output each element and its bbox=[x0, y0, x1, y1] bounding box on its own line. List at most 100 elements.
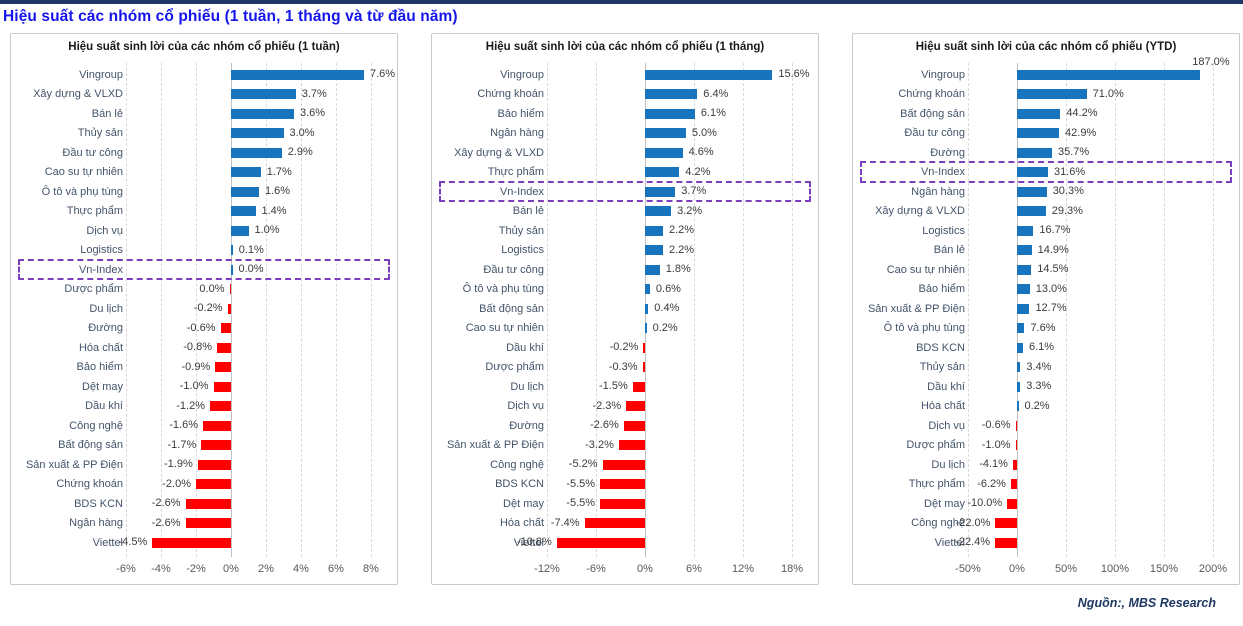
axis-tick-label: -6% bbox=[116, 562, 136, 575]
bar bbox=[215, 362, 231, 373]
category-label: Cao su tự nhiên bbox=[886, 263, 965, 276]
category-label: Xây dựng & VLXD bbox=[875, 205, 965, 218]
value-label: 35.7% bbox=[1057, 146, 1090, 159]
category-label: Ngân hàng bbox=[911, 185, 965, 198]
category-label: Đầu tư công bbox=[904, 127, 965, 140]
bar bbox=[645, 284, 650, 295]
category-label: Bất động sản bbox=[900, 107, 965, 120]
value-label: 5.0% bbox=[691, 126, 717, 139]
category-label: Ô tô và phụ tùng bbox=[462, 283, 544, 296]
category-label: Chứng khoán bbox=[898, 88, 965, 101]
value-label: -1.2% bbox=[176, 399, 205, 412]
value-label: 1.6% bbox=[265, 185, 291, 198]
bar bbox=[1007, 498, 1017, 509]
category-label: Ngân hàng bbox=[490, 127, 544, 140]
category-label: Dịch vụ bbox=[507, 400, 544, 413]
bar bbox=[185, 518, 231, 529]
category-label: Thực phẩm bbox=[66, 205, 123, 218]
bar bbox=[227, 303, 231, 314]
category-label: Xây dựng & VLXD bbox=[33, 88, 123, 101]
bar bbox=[1017, 362, 1021, 373]
bar bbox=[231, 186, 259, 197]
value-label: 7.6% bbox=[1030, 321, 1056, 334]
category-label: Công nghệ bbox=[69, 419, 123, 432]
value-label: -4.1% bbox=[979, 458, 1008, 471]
bar bbox=[645, 186, 676, 197]
category-label: Hóa chất bbox=[78, 341, 123, 354]
bar bbox=[1017, 186, 1047, 197]
bar bbox=[1017, 167, 1048, 178]
value-label: -22.0% bbox=[955, 516, 991, 529]
axis-tick-label: 8% bbox=[363, 562, 379, 575]
value-label: -1.6% bbox=[169, 419, 198, 432]
chart-title: Hiệu suất sinh lời của các nhóm cổ phiếu… bbox=[915, 41, 1177, 53]
category-label: Vn-Index bbox=[78, 263, 123, 276]
category-label: Dệt may bbox=[924, 497, 965, 510]
category-label: Vingroup bbox=[921, 68, 965, 81]
chart-panel-1: Hiệu suất sinh lời của các nhóm cổ phiếu… bbox=[10, 33, 398, 585]
value-label: 3.0% bbox=[289, 126, 315, 139]
value-label: 2.9% bbox=[287, 146, 313, 159]
value-label: 2.2% bbox=[668, 243, 695, 256]
value-label: -2.6% bbox=[151, 516, 181, 529]
bar bbox=[231, 167, 261, 178]
bar bbox=[645, 245, 663, 256]
value-label: 15.6% bbox=[778, 68, 810, 81]
bar bbox=[1017, 128, 1060, 139]
gridline bbox=[161, 63, 162, 557]
value-label: 0.6% bbox=[655, 282, 681, 295]
value-label: -4.5% bbox=[118, 536, 148, 549]
bar bbox=[231, 225, 249, 236]
bar bbox=[210, 401, 231, 412]
category-label: Dịch vụ bbox=[928, 419, 965, 432]
category-label: Logistics bbox=[80, 244, 123, 257]
bar bbox=[231, 69, 364, 80]
bar bbox=[645, 225, 663, 236]
bar bbox=[556, 537, 645, 548]
value-label: 14.5% bbox=[1037, 263, 1069, 276]
value-label: -2.3% bbox=[592, 399, 622, 412]
category-label: Bán lẻ bbox=[933, 244, 965, 257]
value-label: -2.6% bbox=[151, 497, 181, 510]
value-label: 3.2% bbox=[677, 204, 703, 217]
category-label: Hóa chất bbox=[920, 400, 965, 413]
category-label: Viettel bbox=[92, 536, 123, 549]
value-label: 187.0% bbox=[1192, 55, 1230, 68]
bar bbox=[645, 264, 660, 275]
value-label: 30.3% bbox=[1052, 185, 1084, 198]
gridline bbox=[1115, 63, 1116, 557]
bar bbox=[1017, 264, 1032, 275]
bar bbox=[152, 537, 231, 548]
bar bbox=[645, 206, 672, 217]
category-label: Công nghệ bbox=[490, 458, 544, 471]
bar bbox=[1017, 284, 1030, 295]
axis-tick-label: 200% bbox=[1198, 562, 1228, 575]
value-label: 3.4% bbox=[1026, 360, 1052, 373]
bar bbox=[645, 167, 680, 178]
chart-panel-3: Hiệu suất sinh lời của các nhóm cổ phiếu… bbox=[852, 33, 1240, 585]
category-label: Chứng khoán bbox=[477, 88, 544, 101]
value-label: 6.1% bbox=[1028, 341, 1055, 354]
value-label: 31.6% bbox=[1053, 165, 1086, 178]
axis-tick-label: 150% bbox=[1149, 562, 1179, 575]
category-label: Sản xuất & PP Điện bbox=[446, 439, 544, 452]
value-label: 42.9% bbox=[1065, 126, 1097, 139]
value-label: -0.6% bbox=[981, 419, 1011, 432]
bar bbox=[231, 206, 256, 217]
value-label: 1.0% bbox=[254, 224, 280, 237]
value-label: -5.5% bbox=[566, 477, 596, 490]
category-label: Dầu khí bbox=[85, 400, 123, 413]
gridline bbox=[336, 63, 337, 557]
category-label: BDS KCN bbox=[916, 341, 965, 354]
category-label: BDS KCN bbox=[495, 478, 544, 491]
bar bbox=[645, 69, 773, 80]
value-label: 44.2% bbox=[1066, 107, 1098, 120]
category-label: Dầu khí bbox=[506, 341, 544, 354]
bar bbox=[618, 440, 645, 451]
value-label: 12.7% bbox=[1035, 302, 1067, 315]
bar bbox=[231, 128, 284, 139]
value-label: 0.0% bbox=[238, 263, 264, 276]
bar bbox=[213, 381, 231, 392]
category-label: Du lịch bbox=[510, 380, 544, 393]
value-label: 16.7% bbox=[1039, 224, 1071, 237]
